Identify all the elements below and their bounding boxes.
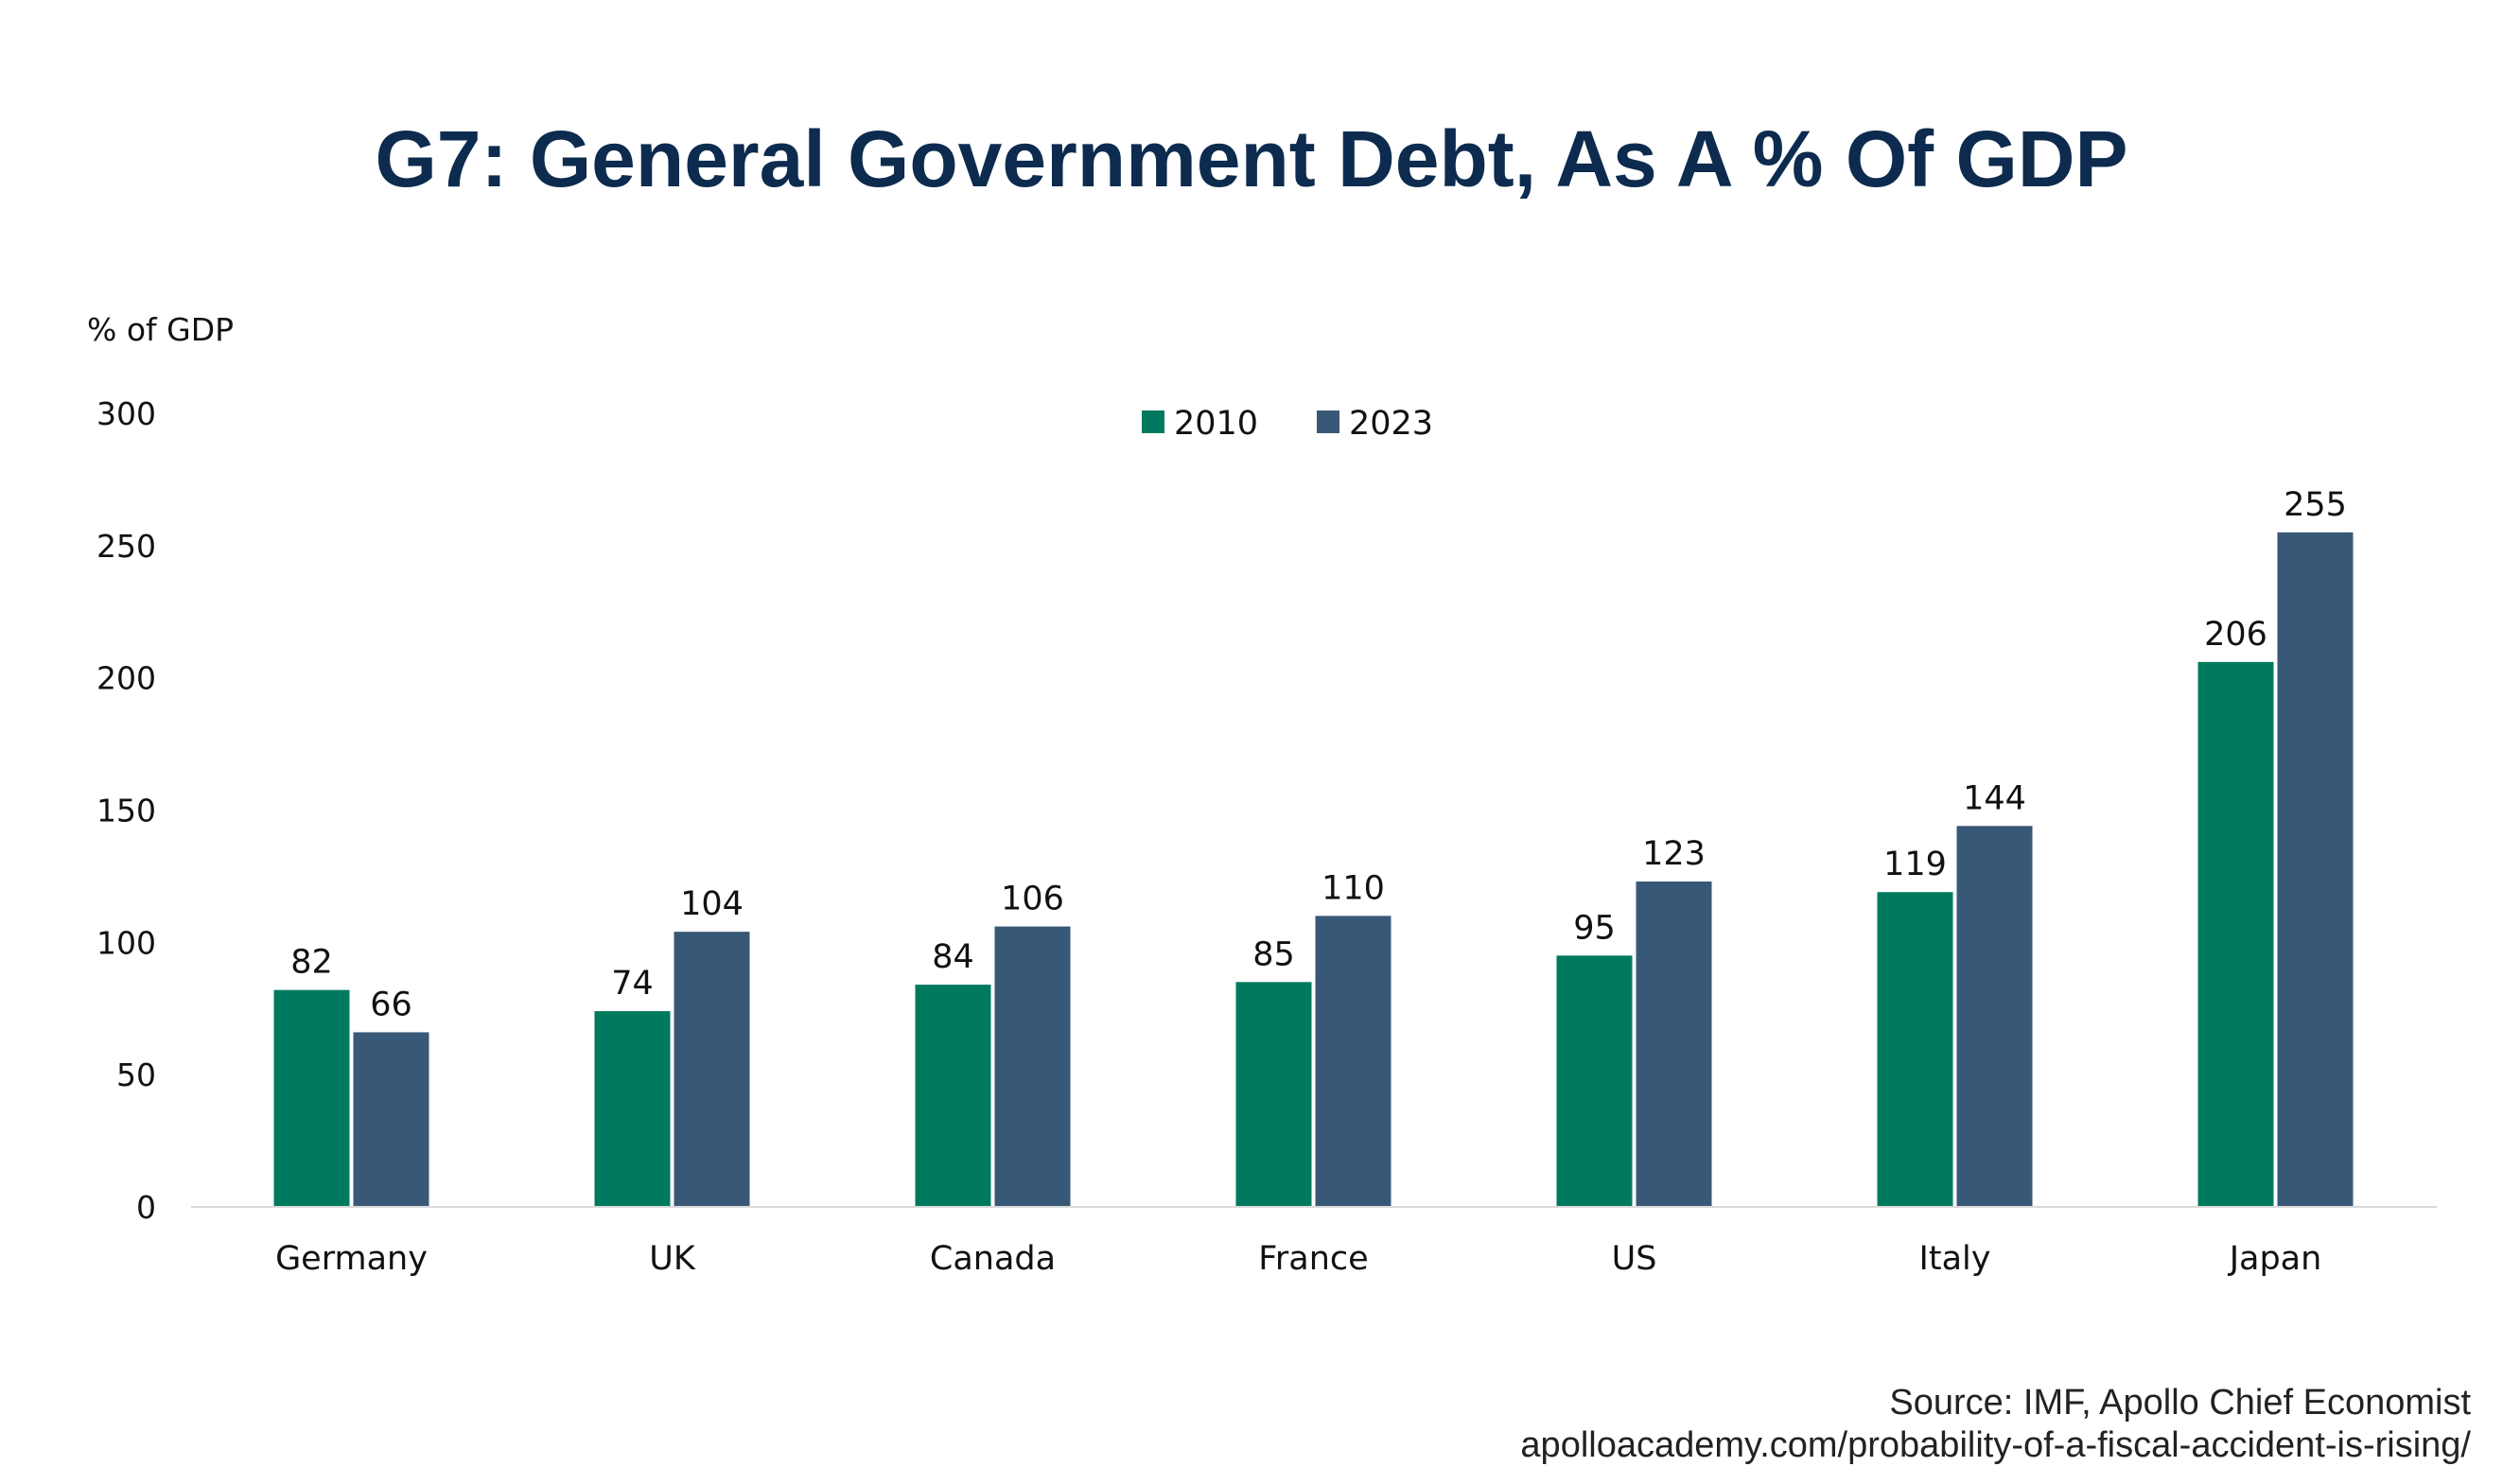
legend-label-2010: 2010 — [1174, 405, 1258, 443]
bar-germany-2010 — [273, 989, 350, 1207]
data-label-germany-2023: 66 — [370, 986, 412, 1023]
y-axis: 0 50 100 150 200 250 300 — [96, 395, 156, 1226]
x-tick-label-japan: Japan — [2228, 1240, 2322, 1278]
legend-swatch-2023 — [1317, 410, 1339, 433]
legend-label-2023: 2023 — [1349, 405, 1433, 443]
data-label-us-2023: 123 — [1642, 835, 1706, 873]
bar-canada-2023 — [994, 926, 1071, 1207]
bar-uk-2023 — [674, 932, 750, 1207]
data-label-uk-2023: 104 — [680, 885, 744, 923]
legend: 2010 2023 — [1142, 405, 1433, 443]
y-tick-label: 100 — [96, 924, 156, 961]
data-label-italy-2010: 119 — [1883, 846, 1947, 883]
bar-france-2023 — [1315, 916, 1392, 1207]
x-tick-label-canada: Canada — [930, 1240, 1056, 1278]
y-tick-label: 0 — [136, 1189, 156, 1226]
bar-italy-2010 — [1877, 892, 1953, 1207]
y-tick-label: 300 — [96, 395, 156, 432]
x-tick-label-uk: UK — [649, 1240, 696, 1278]
source-line: Source: IMF, Apollo Chief Economist — [1889, 1383, 2471, 1423]
bar-japan-2010 — [2197, 661, 2274, 1207]
source-url: apolloacademy.com/probability-of-a-fisca… — [1520, 1425, 2471, 1465]
plot-area: 82 66 74 104 84 106 85 110 95 123 119 144 206 255 — [273, 486, 2354, 1207]
data-label-japan-2023: 255 — [2284, 486, 2347, 524]
x-axis: Germany UK Canada France US Italy Japan — [275, 1240, 2321, 1278]
data-label-us-2010: 95 — [1573, 909, 1616, 947]
data-label-germany-2010: 82 — [290, 944, 333, 982]
bar-us-2010 — [1556, 955, 1633, 1207]
x-tick-label-italy: Italy — [1919, 1240, 1991, 1278]
bar-japan-2023 — [2277, 532, 2354, 1207]
x-tick-label-france: France — [1258, 1240, 1368, 1278]
chart-title: G7: General Government Debt, As A % Of G… — [375, 114, 2127, 203]
data-label-canada-2023: 106 — [1001, 881, 1064, 918]
data-label-japan-2010: 206 — [2204, 616, 2267, 654]
bar-canada-2010 — [915, 985, 991, 1207]
bar-us-2023 — [1636, 882, 1712, 1207]
y-tick-label: 200 — [96, 660, 156, 697]
data-label-canada-2010: 84 — [932, 938, 974, 976]
y-tick-label: 150 — [96, 793, 156, 829]
x-tick-label-germany: Germany — [275, 1240, 428, 1278]
data-label-uk-2010: 74 — [611, 965, 654, 1003]
legend-swatch-2010 — [1142, 410, 1164, 433]
data-label-france-2010: 85 — [1252, 935, 1295, 973]
data-label-france-2023: 110 — [1322, 869, 1385, 907]
bar-uk-2010 — [594, 1011, 671, 1207]
bar-germany-2023 — [353, 1032, 429, 1207]
y-tick-label: 250 — [96, 528, 156, 565]
y-tick-label: 50 — [116, 1056, 156, 1093]
x-tick-label-us: US — [1612, 1240, 1657, 1278]
bar-france-2010 — [1235, 982, 1312, 1207]
y-axis-label: % of GDP — [87, 311, 234, 348]
bar-italy-2023 — [1956, 826, 2033, 1207]
data-label-italy-2023: 144 — [1963, 779, 2026, 817]
